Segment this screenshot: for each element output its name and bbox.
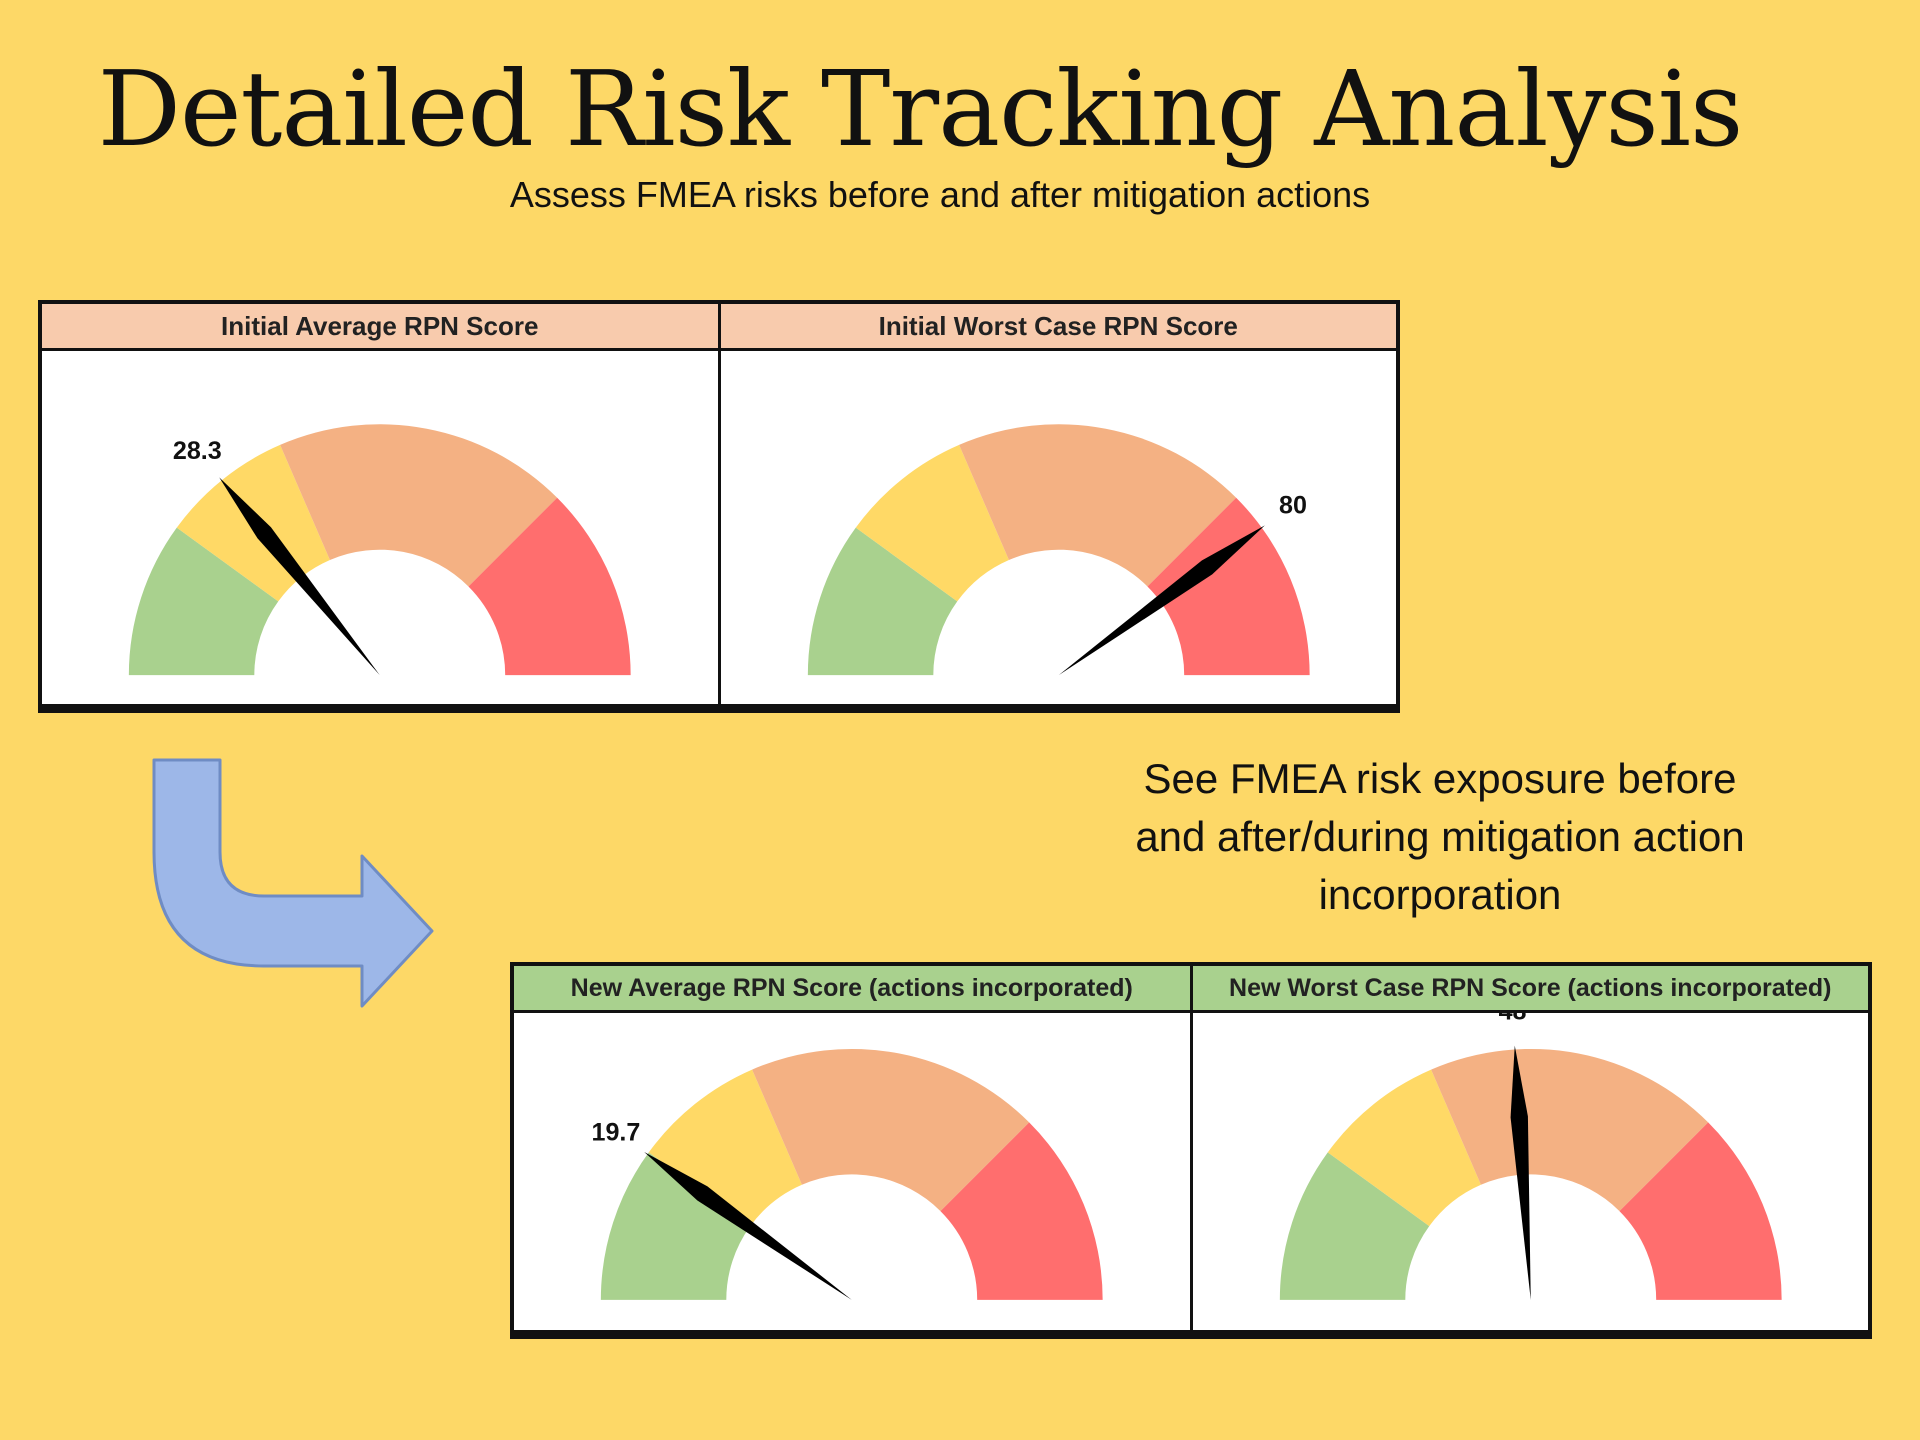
gauge-band-0 [807,527,957,676]
new-scores-panel: New Average RPN Score (actions incorpora… [510,962,1872,1334]
gauge-band-2 [1430,1048,1708,1212]
gauge-title: Initial Average RPN Score [42,304,718,351]
new-worst-gauge: 48 [1279,1013,1782,1300]
initial-worst-gauge: 80 [807,424,1310,676]
gauge-band-2 [280,424,558,587]
page-subtitle: Assess FMEA risks before and after mitig… [509,174,1371,215]
gauge-band-3 [1146,497,1310,676]
initial-average-gauge: 28.3 [128,424,631,676]
flow-arrow-icon [152,758,434,1008]
new-average-gauge: 19.7 [592,1048,1103,1300]
gauge-title: New Worst Case RPN Score (actions incorp… [1192,966,1868,1013]
new-worst-cell: New Worst Case RPN Score (actions incorp… [1189,966,1868,1330]
gauge-band-3 [940,1122,1103,1300]
gauge-band-0 [128,527,279,676]
gauge-needle [1058,525,1265,676]
gauge-value-label: 80 [1279,492,1307,520]
new-average-cell: New Average RPN Score (actions incorpora… [514,966,1190,1330]
gauge-band-0 [600,1152,751,1300]
side-note: See FMEA risk exposure before and after/… [1135,755,1745,918]
gauge-title: New Average RPN Score (actions incorpora… [514,966,1190,1013]
page-title: Detailed Risk Tracking Analysis [97,48,1744,170]
gauge-value-label: 48 [1498,1013,1526,1026]
gauge-title: Initial Worst Case RPN Score [720,304,1396,351]
gauge-value-label: 19.7 [592,1119,641,1147]
gauge-band-0 [1279,1152,1429,1300]
gauge-band-3 [1618,1122,1782,1300]
gauge-band-2 [752,1048,1030,1212]
gauge-band-2 [958,424,1236,587]
gauge-needle [644,1152,852,1300]
gauge-needle [219,477,380,676]
gauge-value-label: 28.3 [173,437,222,465]
initial-average-cell: Initial Average RPN Score 28.3 [42,304,718,704]
gauge-band-1 [648,1069,802,1227]
gauge-band-1 [1327,1069,1481,1227]
initial-scores-panel: Initial Average RPN Score 28.3 Initial W… [38,300,1400,708]
gauge-band-1 [855,444,1009,602]
initial-worst-cell: Initial Worst Case RPN Score 80 [717,304,1396,704]
gauge-needle [1510,1045,1531,1300]
gauge-band-3 [468,497,631,676]
